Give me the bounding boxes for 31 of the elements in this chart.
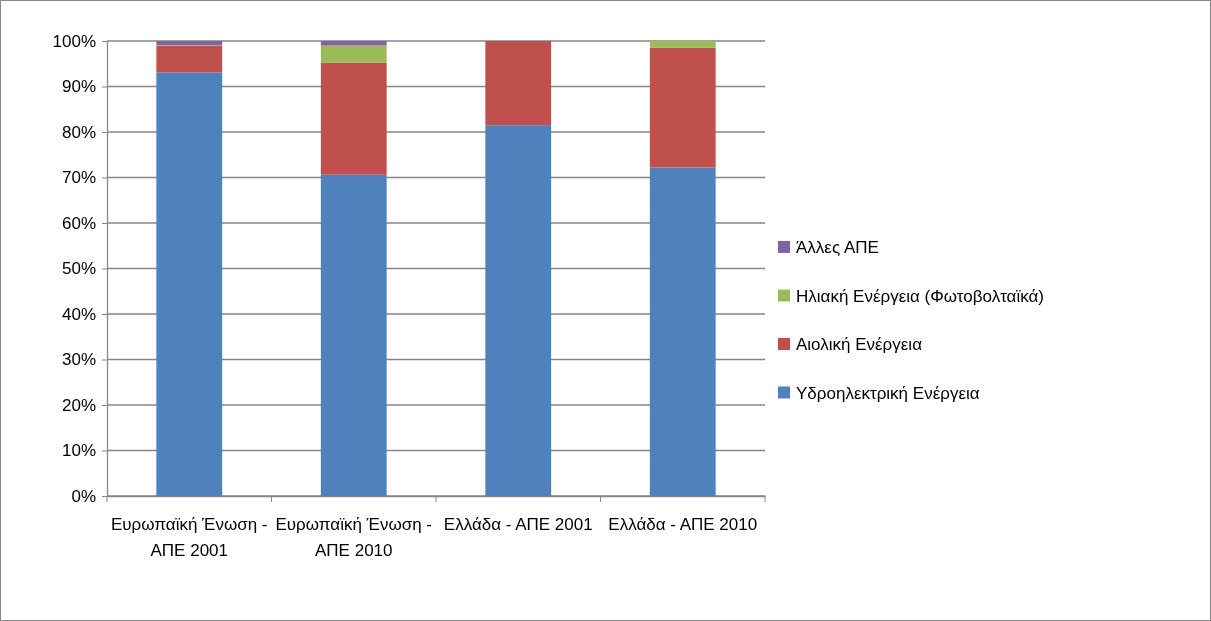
y-tick-label: 80% xyxy=(61,122,96,142)
y-tick-label: 40% xyxy=(61,304,96,324)
bar xyxy=(156,45,223,73)
y-tick-label: 50% xyxy=(61,259,96,279)
y-tick-label: 70% xyxy=(61,168,96,188)
bar xyxy=(156,72,223,496)
bar xyxy=(156,41,223,46)
legend-label: Ηλιακή Ενέργεια (Φωτοβολταϊκά) xyxy=(796,286,1045,306)
bar xyxy=(649,41,716,48)
y-tick-label: 90% xyxy=(61,77,96,97)
x-tick-label: Ευρωπαϊκή Ένωση - ΑΠΕ 2001 xyxy=(110,515,268,560)
y-tick-label: 20% xyxy=(61,395,96,415)
bar xyxy=(485,125,552,496)
bar xyxy=(320,45,387,63)
bar xyxy=(320,174,387,496)
x-tick-label: Ελλάδα - ΑΠΕ 2010 xyxy=(608,515,758,534)
bar xyxy=(320,62,387,175)
legend-label: Υδροηλεκτρική Ενέργεια xyxy=(796,383,980,403)
bar xyxy=(649,167,716,496)
y-tick-label: 0% xyxy=(71,486,96,506)
bar xyxy=(649,47,716,168)
y-tick-label: 100% xyxy=(52,31,96,51)
x-tick-label: Ευρωπαϊκή Ένωση - ΑΠΕ 2010 xyxy=(275,515,433,560)
y-tick-label: 10% xyxy=(61,441,96,461)
bar xyxy=(485,41,552,126)
legend-label: Άλλες ΑΠΕ xyxy=(796,238,879,257)
bar xyxy=(320,41,387,46)
legend-label: Αιολική Ενέργεια xyxy=(796,335,923,354)
y-tick-label: 30% xyxy=(61,350,96,370)
x-tick-label: Ελλάδα - ΑΠΕ 2001 xyxy=(443,515,593,534)
y-tick-label: 60% xyxy=(61,213,96,233)
